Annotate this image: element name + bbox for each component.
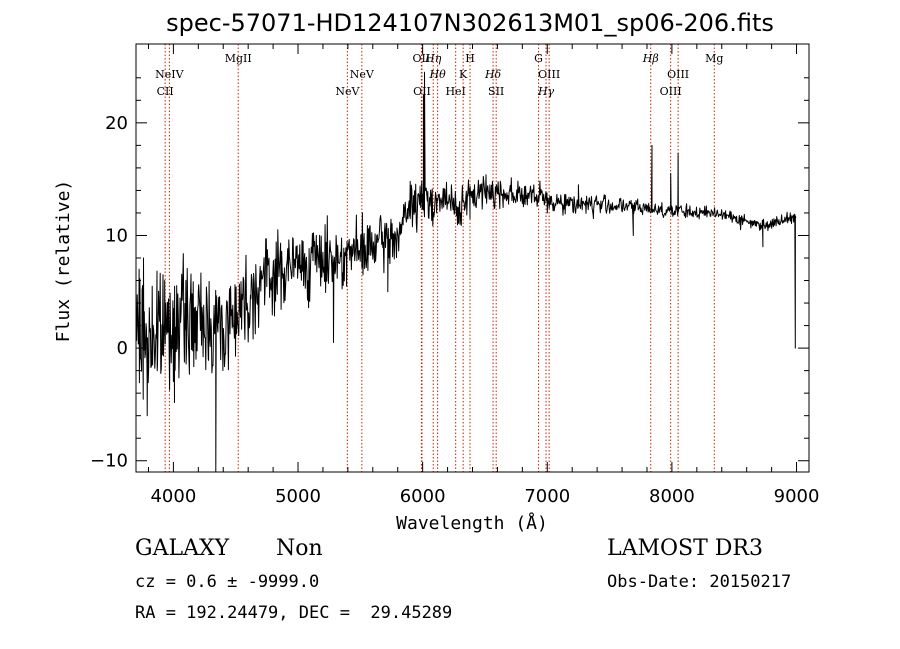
line-marker-label-1: NeIV <box>155 68 184 81</box>
object-subclass: Non <box>276 536 323 561</box>
x-tick-label-5: 9000 <box>774 486 820 507</box>
line-marker-label-8: Hθ <box>428 68 446 81</box>
x-axis-ticks: 4000 5000 6000 7000 8000 9000 <box>147 44 820 507</box>
line-marker-label-18: OIII <box>667 68 689 81</box>
ra-dec-coordinates: RA = 192.24479, DEC = 29.45289 <box>135 603 453 623</box>
line-marker-label-4: NeV <box>350 68 375 81</box>
line-marker-label-2: MgII <box>225 52 252 65</box>
y-tick-label-0: −10 <box>90 451 128 472</box>
x-tick-label-3: 7000 <box>524 486 570 507</box>
line-marker-label-15: OIII <box>538 68 560 81</box>
line-marker-label-3: NeV <box>335 85 360 98</box>
line-marker-label-0: CII <box>157 85 174 98</box>
line-marker-label-12: Hδ <box>484 68 502 81</box>
observation-date: Obs-Date: 20150217 <box>607 572 792 592</box>
line-marker-label-5: OII <box>413 52 431 65</box>
line-marker-label-20: Mg <box>705 52 723 65</box>
object-class: GALAXY <box>135 536 230 561</box>
redshift-cz: cz = 0.6 ± -9999.0 <box>135 572 320 592</box>
spectrum-line <box>136 71 797 473</box>
chart-title: spec-57071-HD124107N302613M01_sp06-206.f… <box>166 9 774 37</box>
y-tick-label-3: 20 <box>105 113 128 134</box>
y-axis-label: Flux (relative) <box>53 180 74 343</box>
survey-name: LAMOST DR3 <box>607 536 763 561</box>
line-marker-label-9: HeI <box>445 85 465 98</box>
line-marker-label-6: OII <box>413 85 431 98</box>
x-tick-label-1: 5000 <box>275 486 321 507</box>
y-tick-label-2: 10 <box>105 225 128 246</box>
line-marker-label-10: K <box>459 68 468 81</box>
line-marker-label-17: Hβ <box>642 52 659 65</box>
line-marker-label-16: Hγ <box>537 85 555 98</box>
x-tick-label-0: 4000 <box>150 486 196 507</box>
line-marker-label-19: OIII <box>660 85 682 98</box>
line-marker-label-13: SII <box>488 85 504 98</box>
line-marker-label-11: H <box>465 52 475 65</box>
line-marker-label-7: Hη <box>424 52 442 65</box>
x-axis-label: Wavelength (Å) <box>396 512 548 534</box>
x-tick-label-4: 8000 <box>649 486 695 507</box>
x-tick-label-2: 6000 <box>400 486 446 507</box>
plot-frame <box>135 43 810 473</box>
y-axis-ticks: −10 0 10 20 <box>90 77 809 472</box>
emission-line-markers: CIINeIVMgIINeVNeVOIIOIIHηHθHeIKHHδSIIGOI… <box>155 44 723 472</box>
y-tick-label-1: 0 <box>117 338 128 359</box>
line-marker-label-14: G <box>534 52 543 65</box>
